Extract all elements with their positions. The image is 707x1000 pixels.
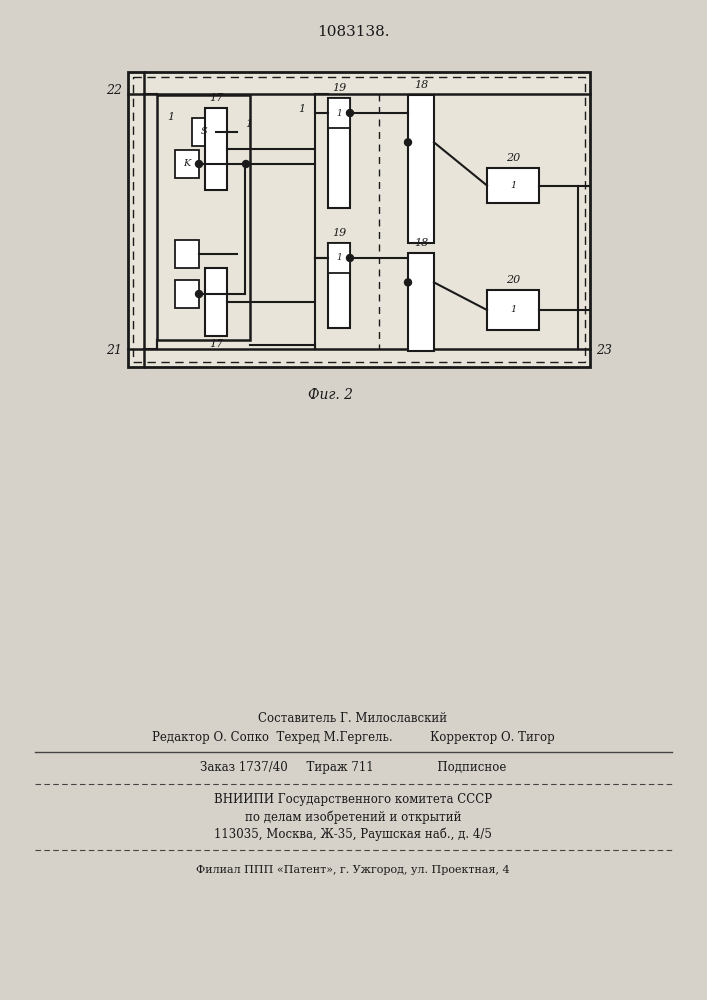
- Text: 19: 19: [332, 83, 346, 93]
- Bar: [128, 72, 590, 367]
- Text: 1: 1: [510, 181, 516, 190]
- Bar: [328, 98, 350, 208]
- Bar: [175, 280, 199, 308]
- Text: 20: 20: [506, 153, 520, 163]
- Text: 18: 18: [414, 80, 428, 90]
- Bar: [175, 240, 199, 268]
- Text: 20: 20: [506, 275, 520, 285]
- Text: 21: 21: [106, 344, 122, 358]
- Text: ВНИИПИ Государственного комитета СССР: ВНИИПИ Государственного комитета СССР: [214, 794, 492, 806]
- Bar: [408, 253, 434, 351]
- Text: 17: 17: [209, 339, 223, 349]
- Text: S: S: [201, 127, 207, 136]
- Text: по делам изобретений и открытий: по делам изобретений и открытий: [245, 810, 461, 824]
- Bar: [408, 95, 434, 243]
- Text: 1: 1: [510, 306, 516, 314]
- Text: 1: 1: [336, 253, 342, 262]
- Text: K: K: [183, 159, 191, 168]
- Text: 1: 1: [298, 104, 305, 114]
- Bar: [328, 243, 350, 328]
- Bar: [133, 77, 585, 362]
- Text: 1: 1: [336, 108, 342, 117]
- Text: Заказ 1737/40     Тираж 711                 Подписное: Заказ 1737/40 Тираж 711 Подписное: [200, 762, 506, 774]
- Bar: [328, 98, 350, 128]
- Text: 22: 22: [106, 84, 122, 97]
- Text: 1: 1: [167, 112, 174, 122]
- Circle shape: [243, 160, 250, 167]
- Bar: [487, 168, 539, 203]
- Bar: [192, 118, 216, 146]
- Text: 1: 1: [245, 119, 252, 129]
- Circle shape: [196, 160, 202, 167]
- Text: 1083138.: 1083138.: [317, 25, 390, 39]
- Circle shape: [346, 109, 354, 116]
- Bar: [328, 243, 350, 273]
- Text: 23: 23: [596, 344, 612, 358]
- Circle shape: [346, 254, 354, 261]
- Text: 113035, Москва, Ж-35, Раушская наб., д. 4/5: 113035, Москва, Ж-35, Раушская наб., д. …: [214, 827, 492, 841]
- Circle shape: [404, 279, 411, 286]
- Circle shape: [196, 290, 202, 298]
- Text: Составитель Г. Милославский: Составитель Г. Милославский: [259, 712, 448, 724]
- Circle shape: [404, 139, 411, 146]
- Text: 19: 19: [332, 228, 346, 238]
- Text: 18: 18: [414, 238, 428, 248]
- Text: 17: 17: [209, 93, 223, 103]
- Text: Филиал ППП «Патент», г. Ужгород, ул. Проектная, 4: Филиал ППП «Патент», г. Ужгород, ул. Про…: [196, 865, 510, 875]
- Bar: [175, 150, 199, 178]
- Bar: [205, 108, 227, 190]
- Text: Редактор О. Сопко  Техред М.Гергель.          Корректор О. Тигор: Редактор О. Сопко Техред М.Гергель. Корр…: [151, 732, 554, 744]
- Bar: [487, 290, 539, 330]
- Bar: [205, 268, 227, 336]
- Bar: [157, 95, 250, 340]
- Text: Фиг. 2: Фиг. 2: [308, 388, 353, 402]
